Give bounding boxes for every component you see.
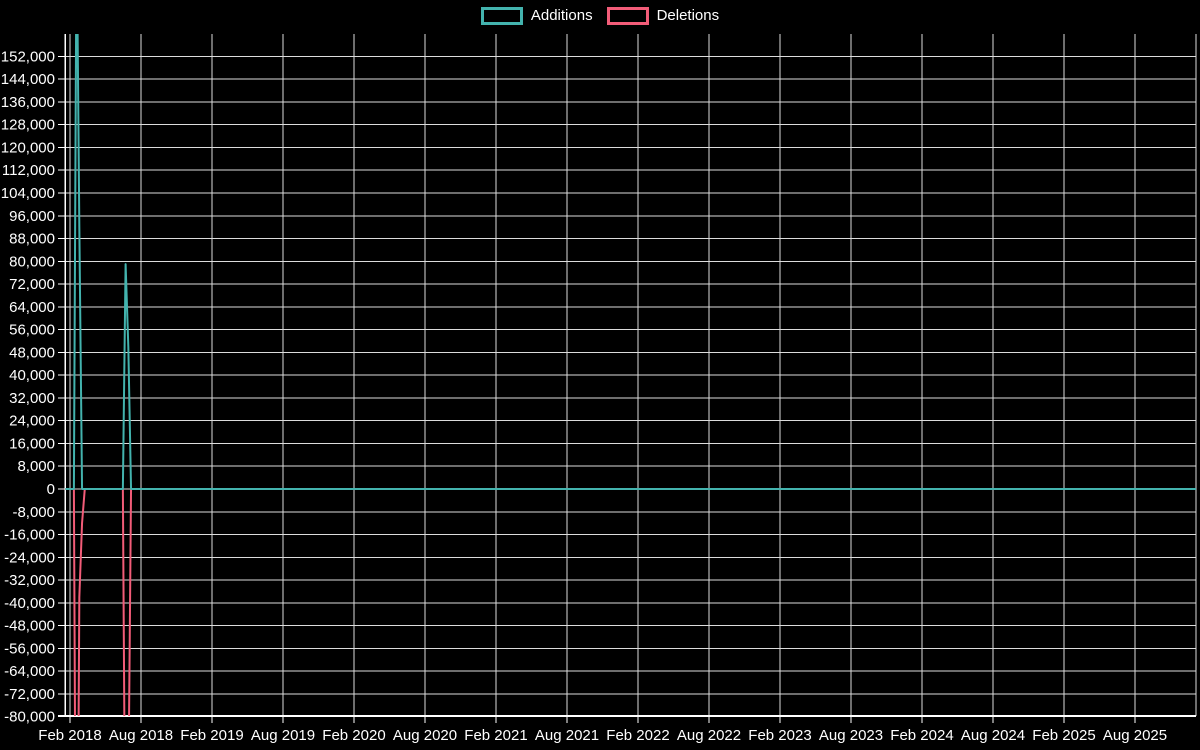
- x-tick-label: Aug 2025: [1103, 727, 1167, 744]
- x-tick-label: Aug 2019: [251, 727, 315, 744]
- x-tick-label: Feb 2020: [322, 727, 385, 744]
- y-tick-label: -16,000: [4, 527, 55, 544]
- x-tick-label: Feb 2021: [464, 727, 527, 744]
- y-tick-label: -40,000: [4, 595, 55, 612]
- y-tick-label: 16,000: [9, 435, 55, 452]
- y-tick-label: -48,000: [4, 618, 55, 635]
- y-tick-label: 96,000: [9, 208, 55, 225]
- series-line-additions: [65, 34, 1196, 490]
- x-tick-label: Feb 2025: [1032, 727, 1095, 744]
- deletions-color-swatch: [606, 7, 649, 25]
- y-tick-label: 8,000: [17, 458, 55, 475]
- y-tick-label: -32,000: [4, 572, 55, 589]
- y-tick-label: 128,000: [1, 117, 55, 134]
- y-tick-label: 40,000: [9, 367, 55, 384]
- y-tick-label: 120,000: [1, 139, 55, 156]
- y-tick-label: 88,000: [9, 231, 55, 248]
- y-tick-label: 104,000: [1, 185, 55, 202]
- legend-label-additions: Additions: [530, 7, 593, 24]
- x-tick-label: Feb 2022: [606, 727, 669, 744]
- x-tick-label: Aug 2022: [677, 727, 741, 744]
- x-tick-label: Aug 2018: [109, 727, 173, 744]
- y-tick-label: -72,000: [4, 686, 55, 703]
- y-tick-label: -56,000: [4, 640, 55, 657]
- y-tick-label: -64,000: [4, 663, 55, 680]
- y-tick-label: 144,000: [1, 71, 55, 88]
- x-tick-label: Aug 2021: [535, 727, 599, 744]
- y-tick-label: 80,000: [9, 253, 55, 270]
- y-tick-label: 136,000: [1, 94, 55, 111]
- x-tick-label: Aug 2024: [961, 727, 1025, 744]
- x-tick-label: Feb 2019: [180, 727, 243, 744]
- legend-item-additions: Additions: [480, 7, 593, 25]
- y-tick-label: -8,000: [12, 504, 55, 521]
- legend-label-deletions: Deletions: [656, 7, 720, 24]
- legend: Additions Deletions: [0, 7, 1200, 25]
- legend-item-deletions: Deletions: [606, 7, 720, 25]
- y-tick-label: 48,000: [9, 344, 55, 361]
- x-tick-label: Aug 2020: [393, 727, 457, 744]
- series-line-deletions: [65, 488, 1196, 716]
- x-tick-label: Feb 2018: [38, 727, 101, 744]
- y-tick-label: 64,000: [9, 299, 55, 316]
- y-tick-label: 112,000: [2, 162, 55, 179]
- x-tick-label: Aug 2023: [819, 727, 883, 744]
- y-tick-label: 56,000: [9, 322, 55, 339]
- y-tick-label: 0: [47, 481, 55, 498]
- y-tick-label: 152,000: [1, 48, 55, 65]
- y-tick-label: 24,000: [9, 413, 55, 430]
- y-tick-label: -24,000: [4, 549, 55, 566]
- x-tick-label: Feb 2024: [890, 727, 953, 744]
- y-tick-label: 72,000: [9, 276, 55, 293]
- y-tick-label: 32,000: [9, 390, 55, 407]
- additions-color-swatch: [480, 7, 523, 25]
- x-tick-label: Feb 2023: [748, 727, 811, 744]
- y-tick-label: -80,000: [4, 709, 55, 726]
